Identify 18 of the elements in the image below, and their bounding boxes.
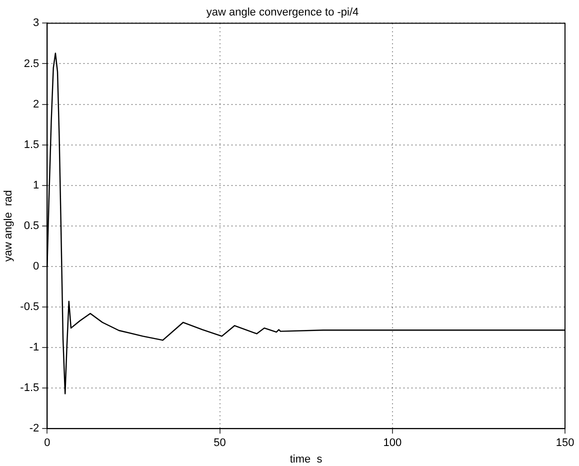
y-tick-label: 2 bbox=[33, 98, 40, 110]
y-tick-label: -1.5 bbox=[20, 382, 40, 394]
y-tick-label: -2 bbox=[29, 422, 40, 435]
y-tick-label: 3 bbox=[33, 17, 40, 30]
x-tick-label: 100 bbox=[383, 437, 402, 450]
x-tick-label: 0 bbox=[44, 437, 50, 450]
y-tick-label: 0.5 bbox=[24, 220, 40, 232]
x-axis-title: time s bbox=[290, 453, 323, 466]
x-tick-label: 50 bbox=[214, 437, 226, 450]
y-tick-label: 2.5 bbox=[24, 58, 40, 70]
y-tick-label: 1.5 bbox=[24, 138, 40, 151]
y-tick-label: -1 bbox=[29, 342, 40, 354]
y-tick-label: 0 bbox=[33, 260, 40, 272]
x-tick-label: 150 bbox=[556, 437, 574, 450]
chart-title: yaw angle convergence to -pi/4 bbox=[206, 6, 359, 19]
y-tick-label: -0.5 bbox=[20, 301, 40, 314]
y-axis-title: yaw angle rad bbox=[2, 190, 15, 262]
y-tick-label: 1 bbox=[33, 179, 40, 192]
